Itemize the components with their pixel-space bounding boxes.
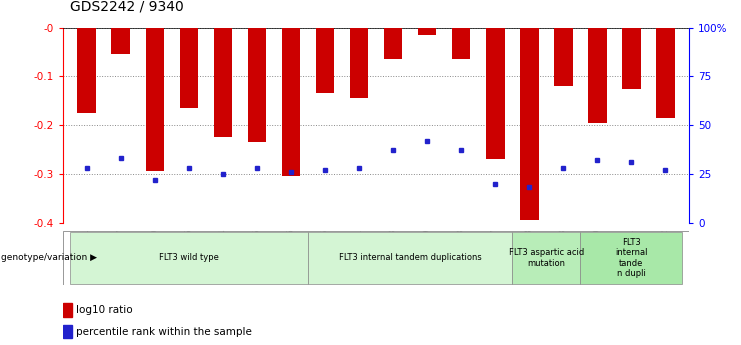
Bar — [520, 28, 539, 220]
Bar — [145, 28, 165, 171]
Bar — [308, 232, 512, 284]
Bar — [316, 28, 334, 93]
Bar — [580, 232, 682, 284]
Bar — [78, 28, 96, 113]
Bar — [179, 28, 199, 108]
Bar — [486, 28, 505, 159]
Text: GDS2242 / 9340: GDS2242 / 9340 — [70, 0, 185, 14]
Text: log10 ratio: log10 ratio — [76, 305, 133, 315]
Bar — [588, 28, 607, 122]
Text: FLT3
internal
tande
n dupli: FLT3 internal tande n dupli — [615, 238, 648, 278]
Text: FLT3 internal tandem duplications: FLT3 internal tandem duplications — [339, 253, 482, 263]
Text: FLT3 aspartic acid
mutation: FLT3 aspartic acid mutation — [508, 248, 584, 268]
Bar — [512, 232, 580, 284]
Bar — [350, 28, 368, 98]
Bar — [656, 28, 674, 118]
Bar — [384, 28, 402, 59]
Bar — [213, 28, 232, 137]
Bar — [111, 28, 130, 55]
Bar — [622, 28, 641, 89]
Bar — [247, 28, 266, 142]
Text: percentile rank within the sample: percentile rank within the sample — [76, 327, 252, 337]
Bar — [70, 232, 308, 284]
Bar — [554, 28, 573, 86]
Bar — [418, 28, 436, 35]
Bar — [63, 325, 72, 338]
Bar — [452, 28, 471, 59]
Bar — [63, 304, 72, 317]
Bar — [282, 28, 300, 176]
Text: genotype/variation ▶: genotype/variation ▶ — [1, 253, 97, 263]
Text: FLT3 wild type: FLT3 wild type — [159, 253, 219, 263]
